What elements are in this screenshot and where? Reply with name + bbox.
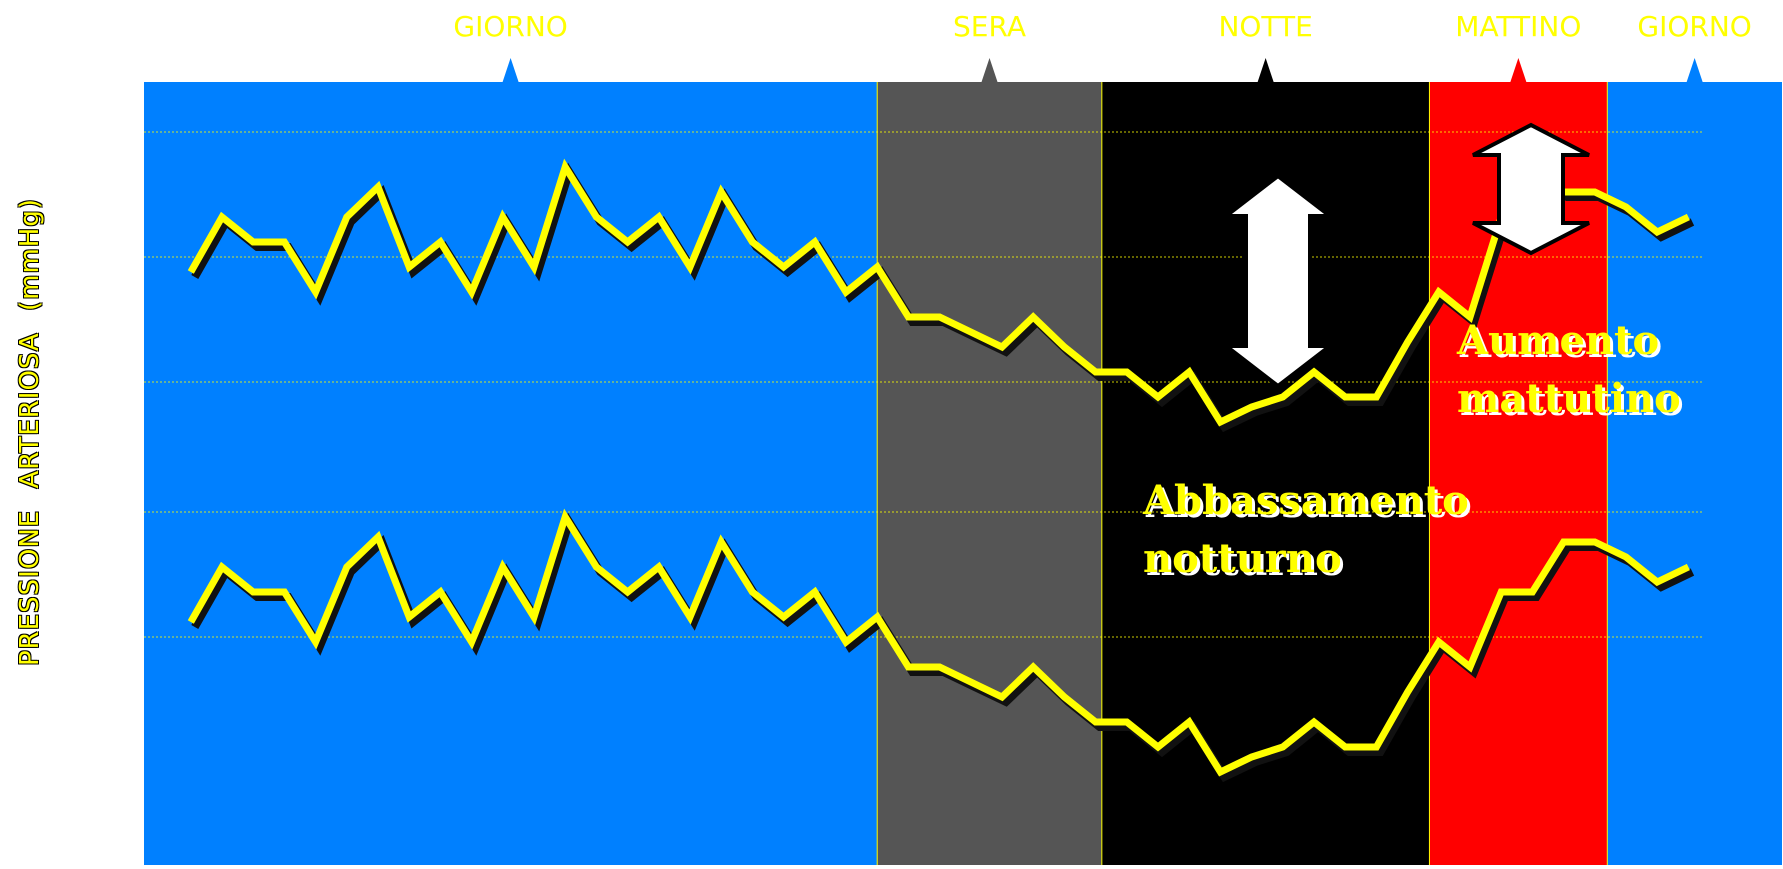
period-label: GIORNO: [1637, 10, 1751, 43]
annotation-label: Abbassamento: [1142, 477, 1469, 524]
annotation-label: Aumento: [1456, 317, 1659, 364]
period-band: [1607, 82, 1782, 865]
period-label: GIORNO: [453, 10, 567, 43]
period-label: SERA: [953, 10, 1026, 43]
annotation-shadow: Abbassamento: [1145, 480, 1472, 527]
period-marker: [1257, 58, 1274, 82]
series-line: [187, 508, 1690, 777]
period-marker: [981, 58, 998, 82]
period-marker: [1510, 58, 1527, 82]
annotation-label: mattutino: [1457, 375, 1681, 422]
y-axis-label-part: ARTERIOSA: [15, 332, 45, 489]
annotation-shadow: mattutino: [1460, 378, 1684, 425]
period-label: NOTTE: [1218, 10, 1312, 43]
arrow-nocturnal-dip: [1220, 173, 1336, 389]
y-axis-label-part: (mmHg): [15, 198, 45, 312]
period-band: [144, 82, 878, 865]
annotation-shadow: notturno: [1146, 538, 1345, 585]
period-label: MATTINO: [1455, 10, 1581, 43]
annotation-shadow: Aumento: [1459, 320, 1662, 367]
y-axis-label: PRESSIONE ARTERIOSA (mmHg): [15, 192, 45, 672]
arrow-morning-surge: [1472, 122, 1590, 256]
period-marker: [1686, 58, 1703, 82]
series-line: [187, 150, 1690, 427]
period-marker: [502, 58, 519, 82]
annotation-label: notturno: [1143, 535, 1342, 582]
period-band: [877, 82, 1102, 865]
y-axis-label-part: PRESSIONE: [15, 509, 45, 666]
